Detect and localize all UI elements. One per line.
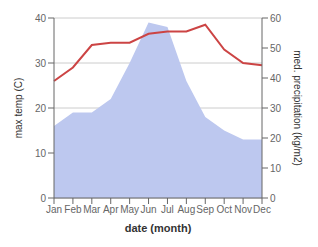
svg-text:20: 20	[270, 133, 282, 144]
svg-text:Mar: Mar	[83, 204, 101, 215]
svg-text:date (month): date (month)	[125, 222, 192, 234]
svg-text:Apr: Apr	[103, 204, 119, 215]
svg-text:Jul: Jul	[161, 204, 174, 215]
svg-text:Dec: Dec	[253, 204, 271, 215]
svg-text:0: 0	[40, 193, 46, 204]
svg-text:Feb: Feb	[64, 204, 82, 215]
svg-text:Nov: Nov	[234, 204, 252, 215]
svg-text:Oct: Oct	[216, 204, 232, 215]
svg-text:10: 10	[35, 148, 47, 159]
svg-text:Jun: Jun	[140, 204, 156, 215]
svg-text:30: 30	[35, 58, 47, 69]
svg-text:Sep: Sep	[196, 204, 214, 215]
svg-text:30: 30	[270, 103, 282, 114]
svg-text:med. precipitation (kg/m2): med. precipitation (kg/m2)	[292, 50, 303, 166]
svg-text:Jan: Jan	[46, 204, 62, 215]
svg-text:50: 50	[270, 43, 282, 54]
svg-text:40: 40	[270, 73, 282, 84]
svg-text:10: 10	[270, 163, 282, 174]
svg-text:max temp (C): max temp (C)	[13, 78, 24, 139]
svg-text:Aug: Aug	[177, 204, 195, 215]
svg-text:20: 20	[35, 103, 47, 114]
svg-text:40: 40	[35, 13, 47, 24]
svg-text:May: May	[120, 204, 139, 215]
svg-text:60: 60	[270, 13, 282, 24]
svg-text:0: 0	[270, 193, 276, 204]
